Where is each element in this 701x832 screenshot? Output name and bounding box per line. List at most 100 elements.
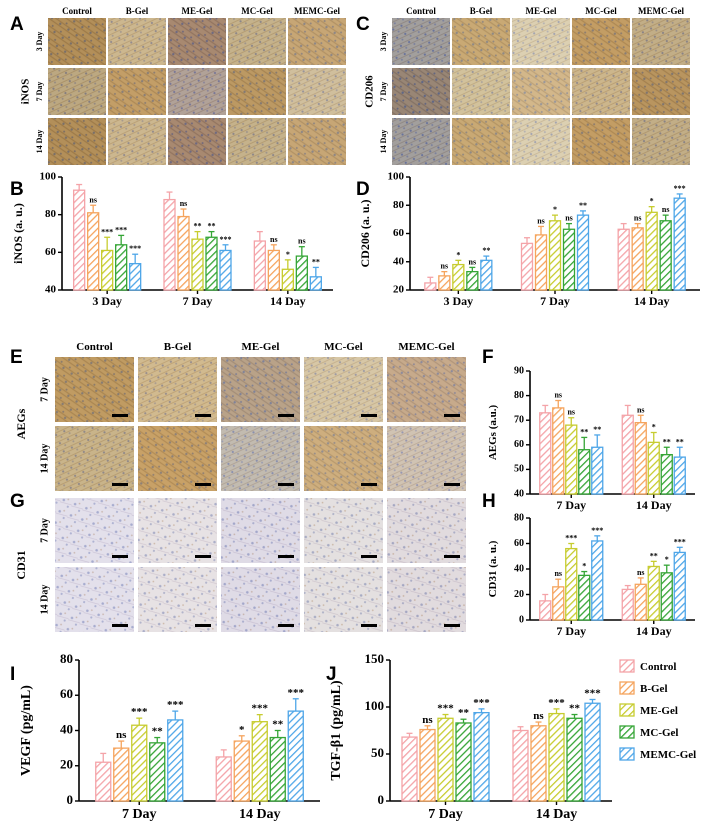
y-tick-label: 50 [514,464,524,475]
scale-bar [112,414,128,417]
row-label: 7 Day [35,82,44,102]
bar [659,220,672,291]
bar [149,742,166,802]
column-label: ME-Gel [242,341,280,353]
micrograph-tint [632,68,690,115]
micrograph-panel-E: Control B-Gel ME-Gel MC-Gel MEMC-Gel 7 Day 14 … [14,341,466,491]
y-axis-label: VEGF (pg/mL) [19,685,34,776]
bar [466,270,479,291]
bar [512,729,529,802]
legend-swatch [619,703,635,717]
significance-label: *** [101,227,113,236]
x-tick-label: 14 Day [634,294,670,308]
bar [167,719,184,802]
bar [419,728,436,802]
significance-label: ns [298,237,306,246]
bar [205,236,218,291]
y-tick-label: 40 [60,721,73,736]
x-tick-label: 3 Day [443,294,473,308]
significance-label: *** [115,225,127,234]
column-label: Control [76,341,112,353]
significance-label: *** [131,706,148,718]
scale-bar [444,555,460,558]
micrograph-image [228,68,286,115]
micrograph-tint [512,118,570,165]
bar [539,412,552,495]
legend-label: Control [640,661,676,673]
micrograph-tint [512,68,570,115]
micrograph-image [304,357,383,422]
micrograph-image [55,567,134,632]
significance-label: ** [272,719,284,731]
micrograph-tint [55,567,134,632]
micrograph-tint [304,426,383,491]
significance-label: *** [437,703,454,715]
bar [530,725,547,802]
significance-label: ns [180,199,188,208]
bar [455,722,472,802]
micrograph-image [168,18,226,65]
significance-label: ns [567,408,575,417]
micrograph-image [572,68,630,115]
micrograph-image [304,426,383,491]
micrograph-tint [55,498,134,563]
micrograph-tint [55,357,134,422]
micrograph-tint [392,18,450,65]
micrograph-image [228,18,286,65]
panel-label-G: G [10,491,25,512]
significance-label: ** [569,703,581,715]
bar [539,600,552,621]
row-label: 14 Day [39,585,50,615]
significance-label: * [665,555,669,564]
micrograph-image [392,118,450,165]
scale-bar [278,483,294,486]
micrograph-image [387,567,466,632]
y-tick-label: 40 [45,284,57,296]
bar [101,249,114,291]
micrograph-tint [392,118,450,165]
significance-label: *** [473,697,490,709]
micrograph-image [48,18,106,65]
micrograph-image [632,68,690,115]
micrograph-image [168,68,226,115]
micrograph-tint [55,426,134,491]
y-tick-label: 60 [514,538,524,549]
row-label: 7 Day [379,82,388,102]
bar [647,565,660,621]
bar [673,456,686,495]
significance-label: ns [469,257,477,266]
bar [548,220,562,291]
micrograph-panel-A: Control B-Gel ME-Gel MC-Gel MEMC-Gel 3 Day 7 D… [20,6,346,165]
x-tick-label: 7 Day [556,624,586,638]
bar [437,717,454,802]
panel-label-I: I [10,664,15,685]
scale-bar [361,414,377,417]
y-tick-label: 150 [365,651,385,666]
scale-bar [195,483,211,486]
significance-label: ns [637,568,645,577]
bar [660,453,673,495]
micrograph-tint [304,498,383,563]
micrograph-tint [228,18,286,65]
bar [673,197,686,291]
scale-bar [112,624,128,627]
y-tick-label: 0 [67,792,74,807]
y-tick-label: 90 [514,365,524,376]
significance-label: ** [579,201,587,210]
bar [115,244,128,291]
y-tick-label: 50 [371,745,384,760]
scale-bar [112,555,128,558]
column-label: B-Gel [470,6,493,16]
micrograph-image [392,68,450,115]
legend-label: MEMC-Gel [640,749,696,761]
bar [251,721,268,802]
y-tick-label: 100 [388,171,405,183]
scale-bar [361,624,377,627]
significance-label: *** [584,687,601,699]
micrograph-panel-C: Control B-Gel ME-Gel MC-Gel MEMC-Gel 3 Day 7 D… [364,6,690,165]
micrograph-tint [572,18,630,65]
x-tick-label: 7 Day [540,294,570,308]
scale-bar [278,624,294,627]
micrograph-image [387,357,466,422]
